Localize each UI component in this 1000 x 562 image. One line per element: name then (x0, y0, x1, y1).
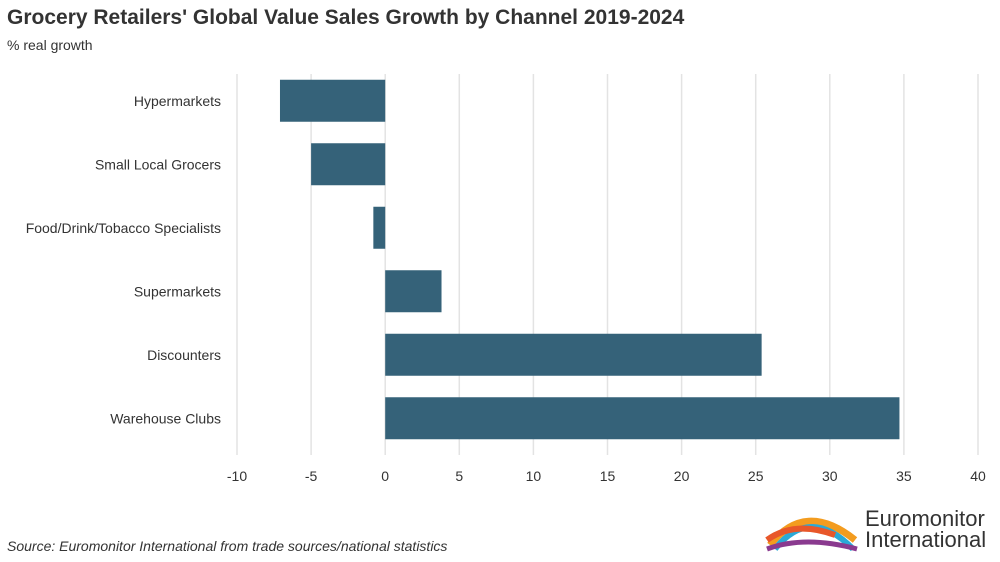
x-tick-label: 35 (896, 468, 912, 484)
category-label: Discounters (147, 347, 221, 363)
logo-arc-icon (765, 517, 858, 552)
chart-title: Grocery Retailers' Global Value Sales Gr… (7, 6, 685, 29)
bar (385, 270, 442, 313)
category-label: Hypermarkets (134, 93, 221, 109)
x-tick-label: 40 (970, 468, 986, 484)
x-tick-label: -5 (305, 468, 318, 484)
category-label: Food/Drink/Tobacco Specialists (26, 220, 221, 236)
x-tick-label: 25 (748, 468, 764, 484)
logo-line2: International (865, 527, 987, 552)
x-tick-label: 10 (526, 468, 542, 484)
source-note: Source: Euromonitor International from t… (7, 538, 448, 554)
x-tick-label: 5 (455, 468, 463, 484)
euromonitor-logo: Euromonitor International (765, 505, 995, 555)
category-label: Supermarkets (134, 283, 221, 299)
category-label: Small Local Grocers (95, 156, 221, 172)
bar (385, 333, 762, 376)
category-label: Warehouse Clubs (110, 410, 221, 426)
chart-subtitle: % real growth (7, 37, 93, 53)
logo-line1: Euromonitor (865, 506, 985, 531)
bar (373, 206, 386, 249)
bar (311, 143, 386, 186)
x-tick-label: 20 (674, 468, 690, 484)
x-tick-label: 30 (822, 468, 838, 484)
x-tick-label: 0 (381, 468, 389, 484)
x-tick-label: 15 (600, 468, 616, 484)
bar (279, 79, 386, 122)
bar (385, 397, 900, 440)
x-tick-label: -10 (227, 468, 247, 484)
